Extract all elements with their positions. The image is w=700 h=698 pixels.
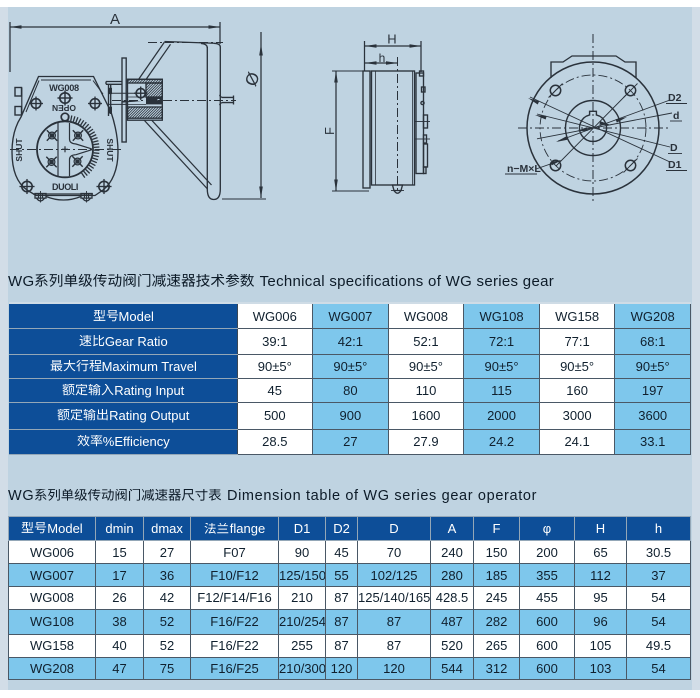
- svg-text:SHUT: SHUT: [105, 138, 115, 162]
- svg-text:A: A: [110, 11, 120, 28]
- svg-text:D1: D1: [668, 159, 682, 171]
- svg-text:Ø: Ø: [241, 69, 264, 88]
- svg-text:n−M×L: n−M×L: [507, 163, 541, 175]
- svg-text:H: H: [387, 32, 396, 47]
- svg-text:D: D: [670, 142, 678, 154]
- svg-text:d: d: [673, 110, 679, 122]
- svg-text:DUOLI: DUOLI: [52, 182, 78, 192]
- svg-text:F: F: [322, 127, 337, 135]
- svg-text:SHUT: SHUT: [14, 138, 24, 162]
- svg-text:D2: D2: [668, 92, 682, 104]
- svg-text:WG008: WG008: [49, 83, 79, 93]
- svg-text:h: h: [379, 51, 386, 65]
- svg-text:OPEN: OPEN: [52, 103, 76, 113]
